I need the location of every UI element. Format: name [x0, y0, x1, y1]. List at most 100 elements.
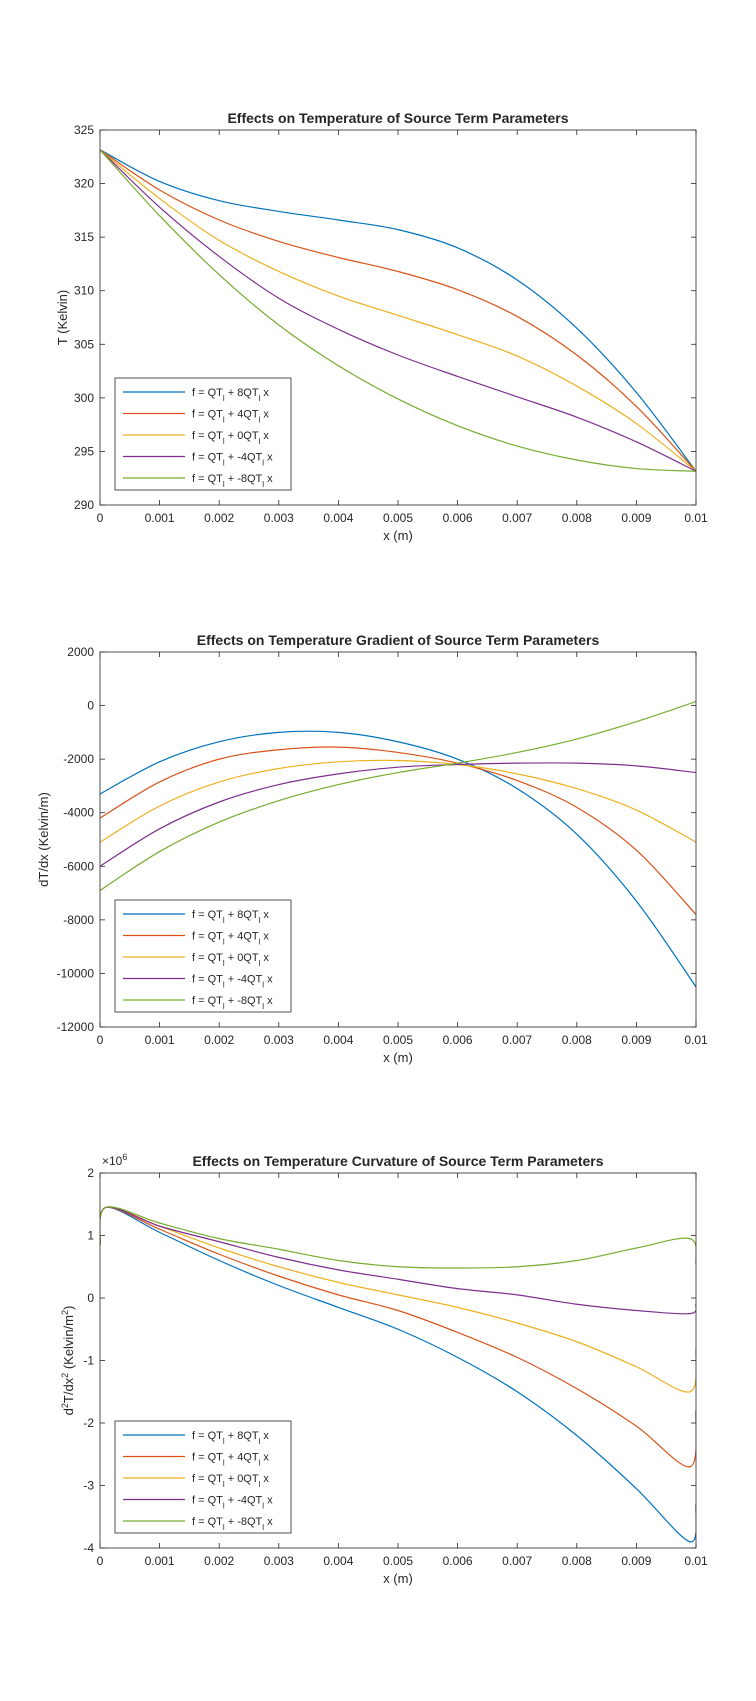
x-tick-label: 0.008	[562, 1554, 592, 1568]
legend-label-1: f = QTl + 8QTl x	[192, 909, 269, 925]
y-tick-label: -8000	[63, 913, 94, 927]
x-tick-label: 0.009	[621, 1554, 651, 1568]
chart-2: 0 0.001 0.002 0.003 0.004 0.005 0.006 0.007 0.00…	[36, 632, 708, 1065]
y-tick-label: 325	[74, 123, 94, 137]
axes-frame	[99, 651, 697, 1028]
legend-label-4: f = QTl + -4QTl x	[192, 1495, 273, 1511]
x-tick-label: 0.002	[204, 511, 234, 525]
chart-title: Effects on Temperature Gradient of Sourc…	[197, 632, 600, 648]
x-tick-label: 0.001	[145, 1033, 175, 1047]
y-tick-label: 1	[87, 1229, 94, 1243]
x-tick-label: 0.005	[383, 511, 413, 525]
y-tick-label: 290	[74, 498, 94, 512]
series-line-5	[100, 1206, 696, 1269]
y-tick-label: -10000	[57, 966, 95, 980]
series-group	[100, 1206, 696, 1543]
y-tick-label: -1	[83, 1354, 94, 1368]
y-tick-label: 0	[87, 1291, 94, 1305]
legend-label-3: f = QTl + 0QTl x	[192, 952, 269, 968]
legend-label-4: f = QTl + -4QTl x	[192, 452, 273, 468]
y-tick-label: 2	[87, 1166, 94, 1180]
chart-3: 0 0.001 0.002 0.003 0.004 0.005 0.006 0.007 0.00…	[60, 1152, 708, 1586]
y-tick-label: -3	[83, 1479, 94, 1493]
x-tick-label: 0.009	[621, 511, 651, 525]
series-line-1	[100, 149, 696, 472]
series-line-3	[100, 759, 696, 843]
series-line-5	[100, 700, 696, 891]
legend-label-2: f = QTl + 4QTl x	[192, 1452, 269, 1468]
y-tick-label: 295	[74, 444, 94, 458]
x-tick-label: 0.006	[443, 1033, 473, 1047]
y-axis-label: T (Kelvin)	[55, 290, 70, 345]
y-tick-label: -2	[83, 1416, 94, 1430]
legend: f = QTl + 8QTl x f = QTl + 4QTl x f = QTl …	[114, 899, 292, 1013]
y-tick-label: 310	[74, 284, 94, 298]
x-tick-label: 0.007	[502, 1033, 532, 1047]
legend-label-3: f = QTl + 0QTl x	[192, 430, 269, 446]
x-axis-label: x (m)	[383, 1050, 413, 1065]
x-tick-label: 0.007	[502, 1554, 532, 1568]
series-line-1	[100, 1206, 696, 1543]
series-group	[100, 149, 696, 472]
legend: f = QTl + 8QTl x f = QTl + 4QTl x f = QTl …	[114, 377, 292, 491]
series-line-2	[100, 746, 696, 915]
series-line-4	[100, 149, 696, 472]
x-tick-label: 0.008	[562, 511, 592, 525]
series-group	[100, 700, 696, 988]
series-line-2	[100, 1206, 696, 1468]
x-tick-label: 0.01	[684, 511, 708, 525]
x-tick-label: 0	[97, 1033, 104, 1047]
axes-frame	[99, 129, 697, 506]
x-tick-label: 0	[97, 511, 104, 525]
x-tick-label: 0.009	[621, 1033, 651, 1047]
x-tick-label: 0.006	[443, 511, 473, 525]
chart-title: Effects on Temperature of Source Term Pa…	[227, 110, 568, 126]
y-axis-label: dT/dx (Kelvin/m)	[36, 792, 51, 887]
chart-title: Effects on Temperature Curvature of Sour…	[192, 1153, 603, 1169]
y-tick-label: -4	[83, 1541, 94, 1555]
y-tick-label: -6000	[63, 859, 94, 873]
legend-label-5: f = QTl + -8QTl x	[192, 473, 273, 489]
y-tick-label: -12000	[57, 1020, 95, 1034]
x-tick-label: 0.003	[264, 511, 294, 525]
legend-label-1: f = QTl + 8QTl x	[192, 1430, 269, 1446]
series-line-4	[100, 762, 696, 867]
y-tick-label: 2000	[67, 645, 94, 659]
x-tick-label: 0.005	[383, 1033, 413, 1047]
x-axis-label: x (m)	[383, 528, 413, 543]
y-tick-label: 315	[74, 230, 94, 244]
x-tick-label: 0.01	[684, 1033, 708, 1047]
legend-label-1: f = QTl + 8QTl x	[192, 387, 269, 403]
legend-label-4: f = QTl + -4QTl x	[192, 974, 273, 990]
x-tick-label: 0.002	[204, 1033, 234, 1047]
series-line-4	[100, 1206, 696, 1315]
legend-label-2: f = QTl + 4QTl x	[192, 931, 269, 947]
legend-box	[114, 377, 292, 491]
x-tick-label: 0.003	[264, 1033, 294, 1047]
legend-label-2: f = QTl + 4QTl x	[192, 409, 269, 425]
y-tick-label: 320	[74, 177, 94, 191]
x-tick-label: 0.003	[264, 1554, 294, 1568]
x-tick-label: 0.005	[383, 1554, 413, 1568]
series-line-3	[100, 149, 696, 472]
chart-1: 0 0.001 0.002 0.003 0.004 0.005 0.006 0.007 0.00…	[55, 110, 708, 543]
x-tick-label: 0.001	[145, 511, 175, 525]
series-line-2	[100, 149, 696, 472]
x-tick-label: 0.008	[562, 1033, 592, 1047]
y-tick-label: 300	[74, 391, 94, 405]
x-tick-label: 0.006	[443, 1554, 473, 1568]
series-line-5	[100, 149, 696, 472]
y-tick-label: 305	[74, 337, 94, 351]
x-tick-label: 0.004	[323, 1554, 353, 1568]
legend-label-3: f = QTl + 0QTl x	[192, 1473, 269, 1489]
y-axis-label: d2T/dx2 (Kelvin/m2)	[60, 1306, 76, 1416]
x-tick-label: 0.002	[204, 1554, 234, 1568]
legend-label-5: f = QTl + -8QTl x	[192, 995, 273, 1011]
y-tick-label: -4000	[63, 806, 94, 820]
y-tick-label: -2000	[63, 752, 94, 766]
legend: f = QTl + 8QTl x f = QTl + 4QTl x f = QTl …	[114, 1420, 292, 1534]
x-axis-label: x (m)	[383, 1571, 413, 1586]
series-line-1	[100, 730, 696, 988]
x-tick-label: 0.001	[145, 1554, 175, 1568]
